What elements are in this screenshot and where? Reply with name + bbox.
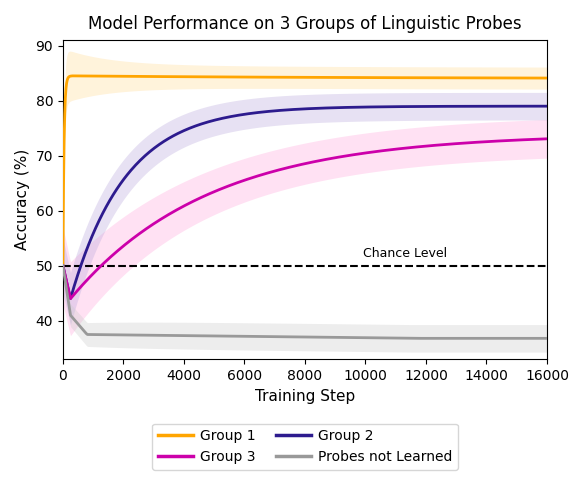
X-axis label: Training Step: Training Step <box>255 388 355 404</box>
Title: Model Performance on 3 Groups of Linguistic Probes: Model Performance on 3 Groups of Linguis… <box>88 15 522 33</box>
Legend: Group 1, Group 3, Group 2, Probes not Learned: Group 1, Group 3, Group 2, Probes not Le… <box>152 424 458 470</box>
Text: Chance Level: Chance Level <box>363 247 447 260</box>
Y-axis label: Accuracy (%): Accuracy (%) <box>15 149 30 250</box>
